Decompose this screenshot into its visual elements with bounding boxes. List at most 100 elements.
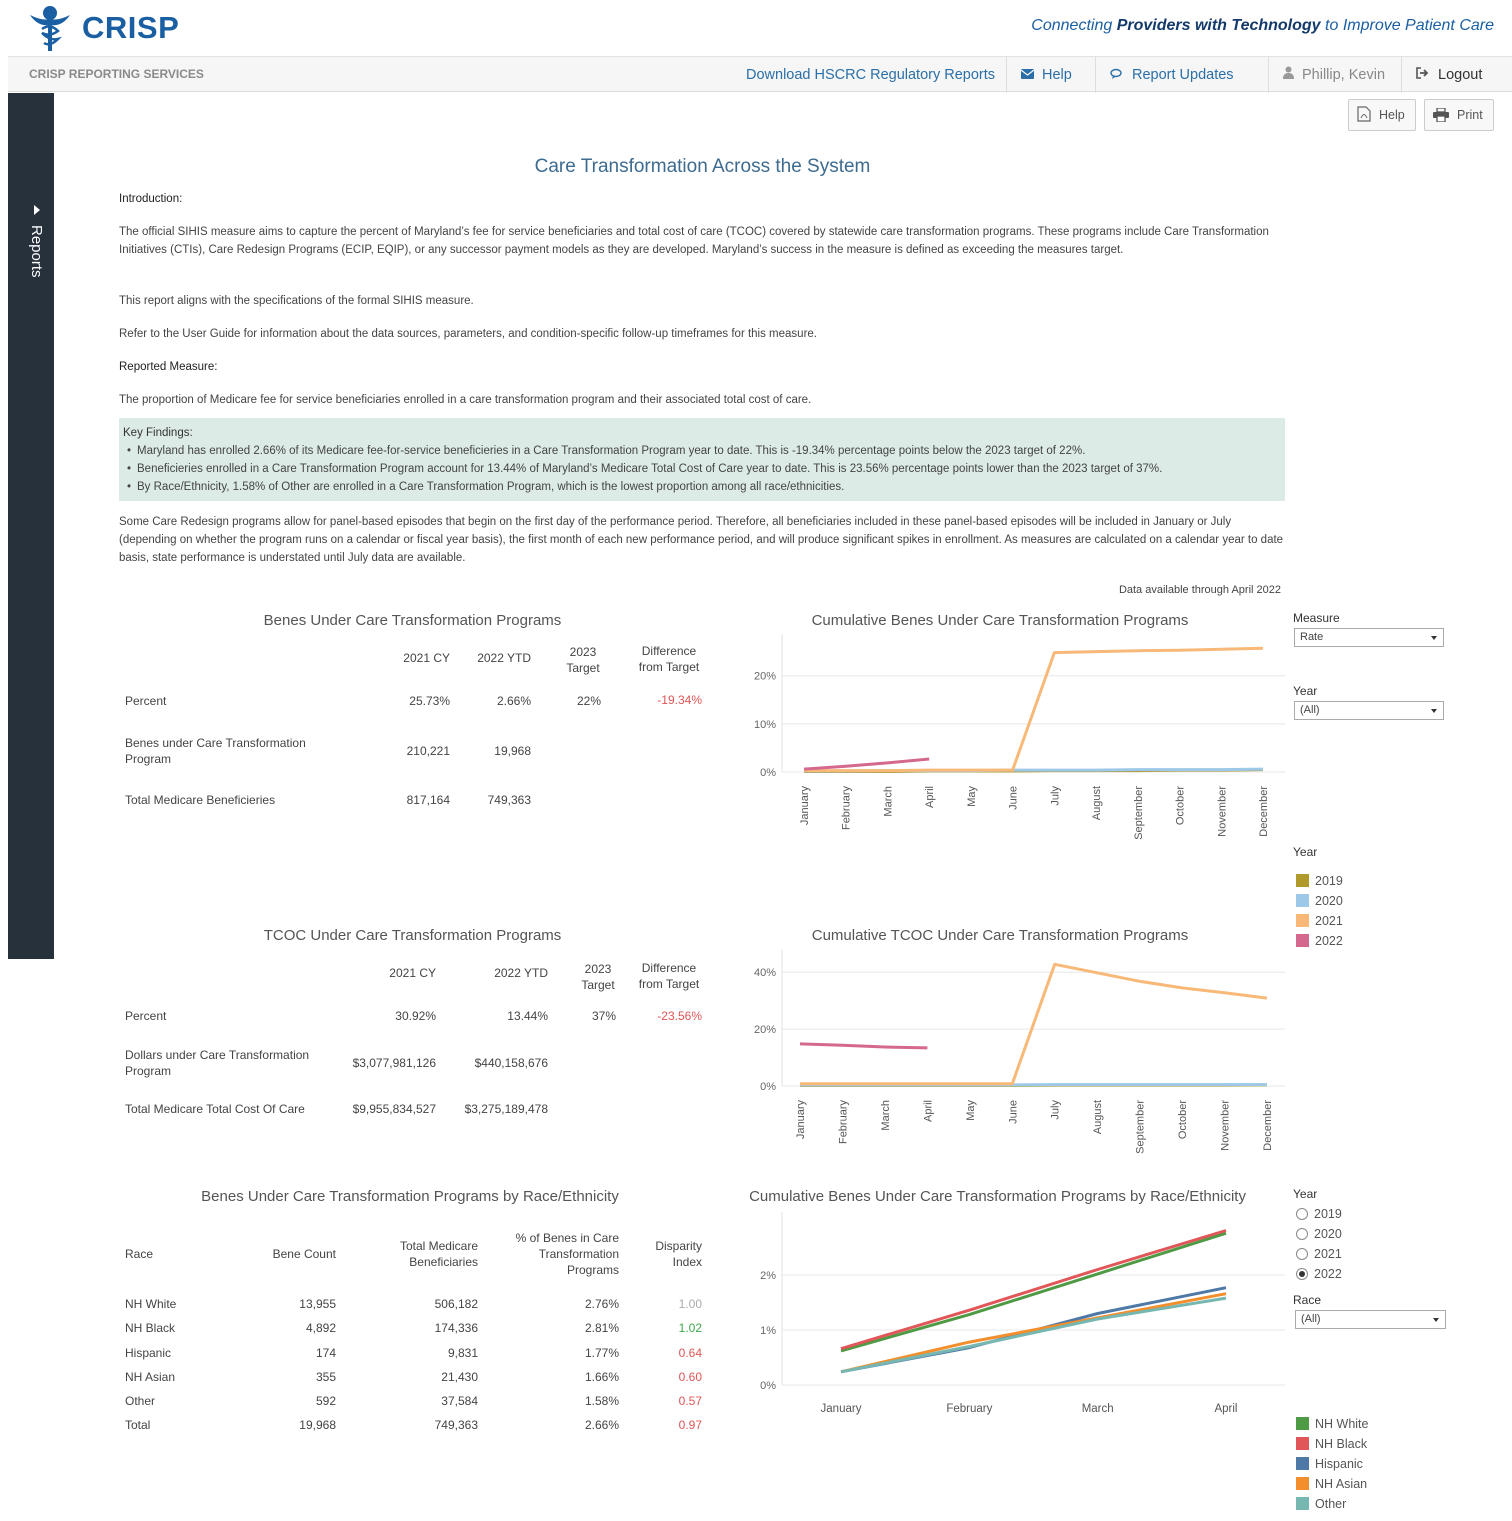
race-cell: 1.58%: [584, 1394, 619, 1408]
year-legend-item[interactable]: 2021: [1296, 914, 1343, 930]
row-label: Percent: [125, 694, 167, 708]
crisp-logo-icon[interactable]: [28, 3, 72, 53]
logo-text[interactable]: CRISP: [82, 10, 180, 45]
measure-select[interactable]: Rate: [1294, 628, 1444, 647]
race-cell: 13,955: [299, 1297, 336, 1311]
intro-heading: Introduction:: [119, 193, 183, 205]
race-cell: 4,892: [305, 1321, 336, 1335]
y-tick-label: 1%: [760, 1325, 776, 1337]
alignment-paragraph: This report aligns with the specificatio…: [119, 295, 474, 307]
radio-icon[interactable]: [1296, 1248, 1308, 1260]
finding-item: By Race/Ethnicity, 1.58% of Other are en…: [123, 478, 1281, 496]
race-cell: 0.64: [678, 1346, 702, 1360]
cell: 37%: [591, 1009, 616, 1023]
year-radio-2021[interactable]: 2021: [1296, 1247, 1342, 1263]
help-button[interactable]: Help: [1348, 99, 1416, 131]
legend-swatch: [1296, 894, 1309, 907]
year-legend-title: Year: [1293, 845, 1318, 859]
legend-swatch: [1296, 1497, 1309, 1510]
legend-swatch: [1296, 1477, 1309, 1490]
race-cell: 174,336: [434, 1321, 478, 1335]
race-legend-item[interactable]: NH Black: [1296, 1437, 1367, 1453]
col-header: Race: [125, 1247, 154, 1261]
y-tick-label: 0%: [760, 1380, 776, 1392]
race-cell: 2.66%: [584, 1418, 619, 1432]
radio-icon[interactable]: [1296, 1228, 1308, 1240]
series-line-nh-white[interactable]: [840, 1231, 1227, 1353]
row-label: Percent: [125, 1009, 167, 1023]
x-tick-label: March: [882, 786, 894, 817]
legend-label: NH White: [1315, 1417, 1369, 1431]
nav-bar: CRISP REPORTING SERVICES Download HSCRC …: [8, 56, 1512, 93]
help-link[interactable]: Help: [1006, 57, 1086, 93]
sidebar-label: Reports: [28, 225, 45, 278]
race-legend-item[interactable]: Other: [1296, 1497, 1346, 1513]
legend-swatch: [1296, 914, 1309, 927]
year-legend-item[interactable]: 2019: [1296, 874, 1343, 890]
panel-note: Some Care Redesign programs allow for pa…: [119, 516, 1284, 564]
year-select[interactable]: (All): [1294, 701, 1444, 720]
series-line-2022[interactable]: [803, 757, 930, 771]
series-line-nh-black[interactable]: [840, 1229, 1227, 1351]
measure-heading: Reported Measure:: [119, 361, 218, 373]
legend-label: NH Black: [1315, 1437, 1368, 1451]
radio-icon[interactable]: [1296, 1268, 1308, 1280]
series-line-2021[interactable]: [800, 962, 1268, 1086]
cell: 749,363: [487, 793, 531, 807]
year-legend-item[interactable]: 2020: [1296, 894, 1343, 910]
x-tick-label: January: [795, 1100, 807, 1140]
race-legend-item[interactable]: NH Asian: [1296, 1477, 1367, 1493]
year-filter-label: Year: [1293, 684, 1318, 698]
chevron-down-icon: [1431, 709, 1437, 713]
year-radio-2020[interactable]: 2020: [1296, 1227, 1342, 1243]
x-tick-label: April: [924, 786, 936, 808]
x-tick-label: June: [1008, 786, 1020, 810]
report-updates-link[interactable]: Report Updates: [1095, 57, 1248, 93]
reports-sidebar[interactable]: Reports: [8, 93, 54, 959]
legend-label: 2020: [1315, 894, 1343, 908]
race-cell: 355: [315, 1370, 336, 1384]
download-reports-link[interactable]: Download HSCRC Regulatory Reports: [746, 67, 996, 83]
findings-heading: Key Findings:: [123, 427, 193, 439]
legend-swatch: [1296, 1437, 1309, 1450]
x-tick-label: May: [965, 1100, 977, 1121]
race-legend-item[interactable]: Hispanic: [1296, 1457, 1363, 1473]
radio-icon[interactable]: [1296, 1208, 1308, 1220]
finding-item: Beneficieries enrolled in a Care Transfo…: [123, 460, 1281, 478]
series-line-other[interactable]: [840, 1296, 1227, 1374]
radio-label: 2019: [1314, 1207, 1342, 1221]
series-line-nh-asian[interactable]: [840, 1292, 1227, 1374]
tcoc-table-title: TCOC Under Care Transformation Programs: [263, 927, 562, 944]
race-row-label: NH Asian: [125, 1370, 176, 1384]
legend-swatch: [1296, 934, 1309, 947]
logout-link[interactable]: Logout: [1401, 57, 1496, 93]
col-header: 2023 Target: [581, 962, 615, 992]
user-menu[interactable]: Phillip, Kevin: [1268, 57, 1399, 93]
series-line-2022[interactable]: [799, 1042, 928, 1050]
col-header: Disparity Index: [655, 1239, 702, 1269]
race-select[interactable]: (All): [1295, 1310, 1446, 1329]
col-header: 2022 YTD: [494, 966, 548, 980]
y-tick-label: 40%: [754, 967, 776, 979]
user-icon: [1283, 57, 1294, 93]
x-tick-label: May: [966, 786, 978, 807]
series-line-2021[interactable]: [804, 646, 1264, 773]
race-cell: 0.60: [678, 1370, 702, 1384]
x-tick-label: November: [1216, 786, 1228, 837]
year-legend-item[interactable]: 2022: [1296, 934, 1343, 950]
race-legend-item[interactable]: NH White: [1296, 1417, 1368, 1433]
race-cell: 1.66%: [584, 1370, 619, 1384]
race-line-chart: 0% 1% 2% January February March April: [760, 1212, 1285, 1415]
measure-text: The proportion of Medicare fee for servi…: [119, 394, 812, 406]
chart2-title: Cumulative TCOC Under Care Transformatio…: [811, 927, 1189, 944]
year-radio-2022[interactable]: 2022: [1296, 1267, 1342, 1283]
chevron-down-icon: [1433, 1318, 1439, 1322]
race-row-label: Total: [125, 1418, 151, 1432]
col-header: Bene Count: [272, 1247, 336, 1261]
cell: $440,158,676: [474, 1056, 548, 1070]
x-tick-label: September: [1135, 1100, 1147, 1154]
legend-label: 2019: [1315, 874, 1343, 888]
year-radio-2019[interactable]: 2019: [1296, 1207, 1342, 1223]
tcoc-line-chart: 0% 20% 40% January February March April May June…: [754, 950, 1285, 1154]
print-button[interactable]: Print: [1424, 99, 1494, 131]
